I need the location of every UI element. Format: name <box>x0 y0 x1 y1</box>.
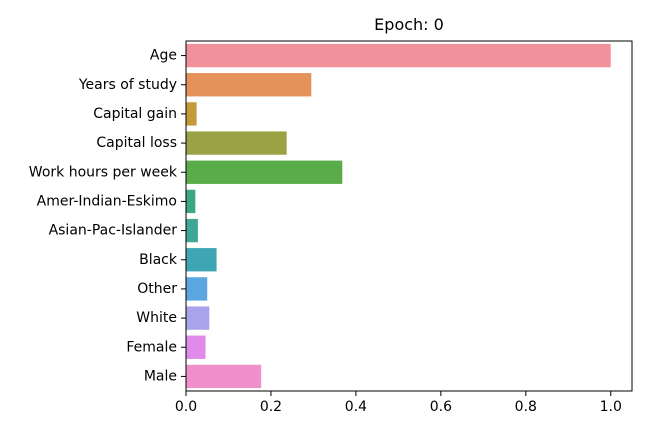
y-tick-label-6: Asian-Pac-Islander <box>49 223 178 239</box>
y-tick-label-10: Female <box>126 339 177 355</box>
bar-6 <box>186 218 198 243</box>
x-tick-label-3: 0.6 <box>430 399 452 415</box>
chart-title: Epoch: 0 <box>374 15 444 34</box>
bar-5 <box>186 189 196 214</box>
bar-2 <box>186 102 197 126</box>
bar-10 <box>186 335 206 359</box>
y-tick-label-2: Capital gain <box>93 106 177 122</box>
y-tick-label-3: Capital loss <box>96 135 177 151</box>
bar-4 <box>186 160 343 184</box>
x-tick-label-1: 0.2 <box>260 399 282 415</box>
y-tick-label-4: Work hours per week <box>29 164 178 180</box>
x-tick-label-5: 1.0 <box>600 399 622 415</box>
y-tick-label-0: Age <box>150 48 177 64</box>
bar-0 <box>186 43 611 68</box>
x-tick-label-4: 0.8 <box>515 399 537 415</box>
x-tick-label-2: 0.4 <box>345 399 367 415</box>
bar-7 <box>186 248 217 272</box>
bars-layer <box>186 43 611 389</box>
plot-frame <box>185 40 633 392</box>
bar-9 <box>186 306 210 330</box>
y-tick-label-9: White <box>136 310 177 326</box>
bar-3 <box>186 131 287 155</box>
y-tick-label-5: Amer-Indian-Eskimo <box>37 193 177 209</box>
y-tick-label-1: Years of study <box>78 77 177 93</box>
x-tick-label-0: 0.0 <box>175 399 197 415</box>
y-tick-labels: Age Years of study Capital gain Capital los… <box>29 48 186 384</box>
y-tick-label-7: Black <box>139 252 178 268</box>
y-tick-label-11: Male <box>144 368 177 384</box>
y-tick-label-8: Other <box>137 281 177 297</box>
bar-11 <box>186 364 262 389</box>
x-axis: 0.0 0.2 0.4 0.6 0.8 1.0 <box>175 391 622 415</box>
bar-1 <box>186 73 312 97</box>
bar-8 <box>186 277 208 301</box>
